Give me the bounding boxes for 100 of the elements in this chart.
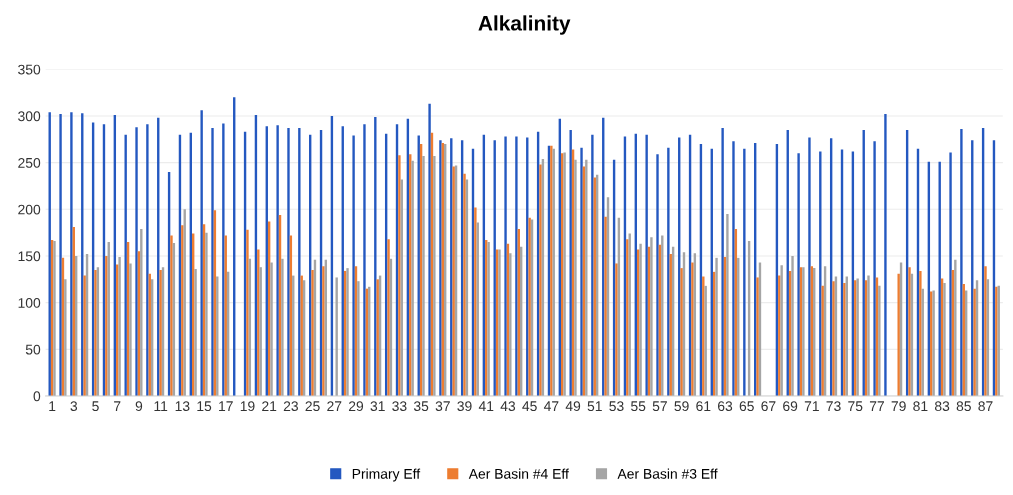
bar <box>170 235 173 396</box>
x-tick-label: 27 <box>327 401 342 411</box>
bar <box>908 267 911 396</box>
y-tick-label: 50 <box>25 344 41 355</box>
bar <box>246 229 249 396</box>
bar <box>732 141 735 396</box>
x-tick-label: 75 <box>848 401 863 412</box>
bar <box>118 256 121 396</box>
x-tick-label: 35 <box>413 401 429 412</box>
bar <box>474 207 477 396</box>
bar <box>667 147 670 396</box>
bar <box>281 258 284 396</box>
bar <box>949 152 952 396</box>
x-tick-label: 9 <box>135 401 143 412</box>
bar <box>984 266 987 396</box>
bar <box>743 148 746 396</box>
x-tick-label: 41 <box>478 401 494 411</box>
bar <box>428 103 431 396</box>
x-tick-label: 11 <box>154 401 168 411</box>
y-tick-label: 200 <box>18 204 41 215</box>
bar <box>352 135 355 396</box>
bar <box>200 110 203 396</box>
x-tick-label: 13 <box>175 401 190 412</box>
bar <box>973 288 976 396</box>
bar <box>780 265 783 396</box>
bar <box>433 156 436 396</box>
x-tick-label: 81 <box>913 401 928 412</box>
bar <box>146 124 149 396</box>
x-tick-label: 17 <box>219 401 233 411</box>
bar <box>715 257 718 396</box>
x-tick-label: 71 <box>804 401 819 411</box>
x-tick-label: 61 <box>696 401 711 412</box>
bar <box>129 263 132 396</box>
x-tick-label: 79 <box>891 401 906 412</box>
bar <box>721 128 724 396</box>
x-tick-label: 37 <box>435 401 450 412</box>
bar <box>211 128 214 396</box>
x-tick-label: 49 <box>565 401 581 412</box>
x-tick-label: 57 <box>652 401 667 412</box>
bar <box>591 134 594 396</box>
x-tick-label: 87 <box>978 401 993 412</box>
bar <box>585 159 588 396</box>
bar <box>411 160 414 396</box>
x-tick-label: 31 <box>370 401 385 412</box>
bar <box>819 151 822 396</box>
bar <box>897 273 900 396</box>
bar <box>463 173 466 396</box>
bar <box>124 134 127 396</box>
bar <box>884 114 887 396</box>
y-tick-label: 100 <box>18 297 41 308</box>
bar <box>422 156 425 396</box>
bar <box>515 136 518 396</box>
x-tick-label: 67 <box>761 401 776 412</box>
y-tick-label: 150 <box>18 251 41 262</box>
bar <box>650 237 653 396</box>
x-tick-label: 53 <box>609 401 624 412</box>
bar <box>615 263 618 396</box>
bar <box>832 281 835 396</box>
x-tick-label: 65 <box>739 401 754 412</box>
bar <box>357 281 360 396</box>
x-tick-label: 39 <box>457 401 472 412</box>
bar <box>222 123 225 396</box>
chart-title: Alkalinity <box>478 15 571 35</box>
x-tick-label: 45 <box>522 401 537 412</box>
x-tick-label: 5 <box>92 401 99 412</box>
bar <box>626 239 629 396</box>
bar <box>311 269 314 396</box>
bar <box>387 239 390 396</box>
bar <box>680 268 683 396</box>
bar <box>797 153 800 396</box>
bar <box>873 141 876 396</box>
x-tick-label: 69 <box>783 401 798 412</box>
bar <box>919 270 922 396</box>
x-tick-label: 73 <box>826 401 841 412</box>
bar <box>843 283 846 396</box>
x-tick-label: 7 <box>114 401 121 411</box>
y-tick-label: 250 <box>18 157 41 168</box>
bar <box>83 275 86 396</box>
x-tick-label: 43 <box>500 401 516 412</box>
x-tick-label: 23 <box>283 401 298 412</box>
bar <box>954 259 957 396</box>
bar <box>276 125 279 396</box>
bar <box>656 154 659 396</box>
bar <box>504 136 507 396</box>
bar <box>70 112 73 396</box>
x-tick-label: 15 <box>197 401 212 412</box>
bar <box>569 129 572 396</box>
bar <box>322 266 325 396</box>
bar <box>943 283 946 396</box>
x-tick-label: 47 <box>543 401 559 411</box>
bar <box>574 159 577 396</box>
bar <box>960 129 963 396</box>
x-tick-label: 33 <box>392 401 407 412</box>
bar <box>791 255 794 396</box>
bar <box>105 255 108 396</box>
bar <box>59 114 62 396</box>
bar <box>398 155 401 396</box>
bar <box>645 134 648 396</box>
y-tick-label: 300 <box>18 111 41 122</box>
legend-label: Primary Eff <box>352 468 421 482</box>
